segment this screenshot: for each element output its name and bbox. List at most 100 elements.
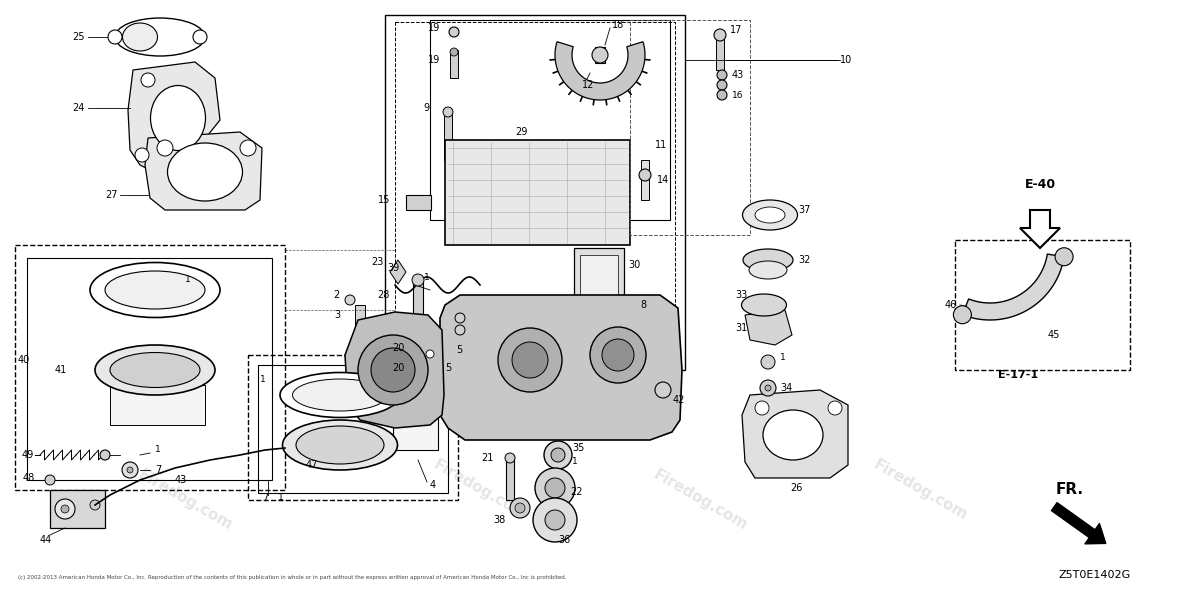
Circle shape <box>240 140 256 156</box>
Circle shape <box>194 30 206 44</box>
Ellipse shape <box>96 345 215 395</box>
Circle shape <box>602 339 634 371</box>
Bar <box>573 248 624 313</box>
Text: 8: 8 <box>640 300 647 310</box>
Circle shape <box>127 467 133 473</box>
Circle shape <box>760 380 776 396</box>
Ellipse shape <box>114 18 205 56</box>
Text: 1: 1 <box>572 457 578 467</box>
Bar <box>258 365 448 493</box>
Text: 49: 49 <box>22 450 34 460</box>
Ellipse shape <box>743 249 793 271</box>
Text: 22: 22 <box>570 487 583 497</box>
Polygon shape <box>745 310 792 345</box>
Bar <box>506 455 514 500</box>
Circle shape <box>157 140 173 156</box>
FancyArrowPatch shape <box>1051 503 1106 544</box>
Text: 1: 1 <box>155 445 160 454</box>
Text: 42: 42 <box>673 395 686 405</box>
Polygon shape <box>127 62 219 175</box>
Text: 16: 16 <box>732 90 743 100</box>
Circle shape <box>755 401 769 415</box>
Circle shape <box>535 468 575 508</box>
Ellipse shape <box>105 271 205 309</box>
Polygon shape <box>742 390 848 478</box>
Text: 43: 43 <box>175 475 188 485</box>
Circle shape <box>426 350 434 358</box>
Text: FR.: FR. <box>1056 483 1084 497</box>
Circle shape <box>498 328 562 392</box>
Polygon shape <box>963 254 1064 320</box>
Circle shape <box>717 90 727 100</box>
Text: 2: 2 <box>334 290 340 300</box>
Text: 43: 43 <box>732 70 745 80</box>
Bar <box>630 20 750 235</box>
Circle shape <box>442 107 453 117</box>
Bar <box>716 38 725 70</box>
Circle shape <box>510 498 530 518</box>
Ellipse shape <box>110 352 199 388</box>
Text: 41: 41 <box>55 365 67 375</box>
Text: 5: 5 <box>455 345 463 355</box>
Polygon shape <box>440 295 682 440</box>
Text: 30: 30 <box>628 260 641 270</box>
Circle shape <box>551 448 565 462</box>
Text: Firedog.com: Firedog.com <box>136 467 235 533</box>
Bar <box>641 160 649 200</box>
Text: 1: 1 <box>278 493 283 503</box>
Text: 19: 19 <box>427 23 440 33</box>
Circle shape <box>590 327 645 383</box>
Circle shape <box>55 499 76 519</box>
Bar <box>581 255 618 305</box>
Text: Firedog.com: Firedog.com <box>871 457 970 523</box>
Bar <box>248 355 458 500</box>
Text: 20: 20 <box>393 343 405 353</box>
Text: 7: 7 <box>262 493 268 503</box>
Bar <box>420 368 442 376</box>
Ellipse shape <box>755 207 785 223</box>
Text: 45: 45 <box>1048 330 1061 340</box>
Bar <box>27 258 273 480</box>
Ellipse shape <box>282 420 398 470</box>
Text: (c) 2002-2013 American Honda Motor Co., Inc. Reproduction of the contents of thi: (c) 2002-2013 American Honda Motor Co., … <box>18 575 566 580</box>
Text: 11: 11 <box>655 140 667 150</box>
Circle shape <box>545 478 565 498</box>
Circle shape <box>717 80 727 90</box>
Text: 29: 29 <box>514 127 527 137</box>
Bar <box>445 140 630 245</box>
Text: 14: 14 <box>657 175 669 185</box>
Polygon shape <box>391 260 406 284</box>
Text: 48: 48 <box>22 473 35 483</box>
Text: 21: 21 <box>481 453 494 463</box>
Text: 38: 38 <box>493 515 506 525</box>
Circle shape <box>455 313 465 323</box>
Circle shape <box>765 385 771 391</box>
Ellipse shape <box>123 23 157 51</box>
Ellipse shape <box>293 379 387 411</box>
Circle shape <box>345 295 355 305</box>
Text: 10: 10 <box>840 55 852 65</box>
Text: 18: 18 <box>612 20 624 30</box>
Bar <box>420 350 442 358</box>
Circle shape <box>545 510 565 530</box>
Circle shape <box>828 401 843 415</box>
Text: E-17-1: E-17-1 <box>998 370 1038 380</box>
Circle shape <box>371 348 415 392</box>
Text: 17: 17 <box>730 25 742 35</box>
Text: 9: 9 <box>424 103 430 113</box>
Circle shape <box>514 503 525 513</box>
Circle shape <box>135 148 149 162</box>
Polygon shape <box>145 132 262 210</box>
Text: 12: 12 <box>582 80 595 90</box>
Bar <box>595 47 605 63</box>
Text: 1: 1 <box>260 375 266 385</box>
Ellipse shape <box>296 426 384 464</box>
Circle shape <box>1055 248 1073 266</box>
Text: 25: 25 <box>72 32 85 42</box>
Circle shape <box>358 335 428 405</box>
Circle shape <box>655 382 671 398</box>
Ellipse shape <box>741 294 787 316</box>
Circle shape <box>512 342 548 378</box>
Circle shape <box>450 27 459 37</box>
Text: 5: 5 <box>445 363 451 373</box>
